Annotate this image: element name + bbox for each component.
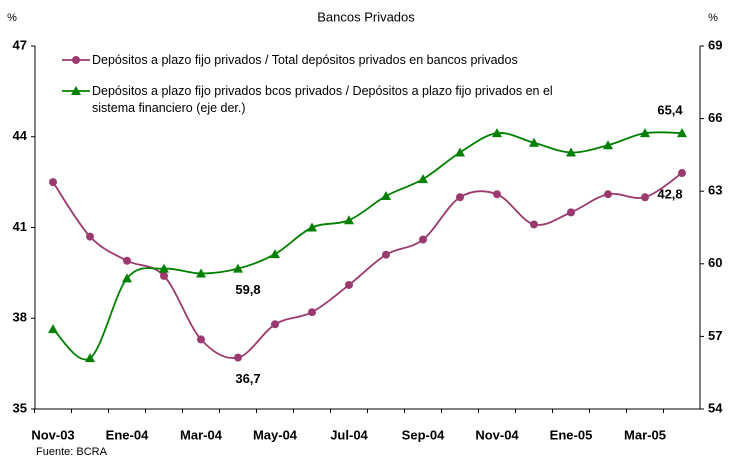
- marker: [640, 128, 650, 138]
- x-tick-label: May-04: [253, 427, 298, 442]
- y-tick-label: 47: [13, 37, 27, 52]
- subtitle: Bancos Privados: [317, 9, 415, 24]
- legend-item: Depósitos a plazo fijo privados / Total …: [62, 52, 582, 69]
- y2-axis-label: %: [708, 12, 718, 24]
- x-tick-label: Ene-05: [550, 427, 593, 442]
- marker: [566, 147, 576, 157]
- marker: [123, 256, 131, 265]
- x-tick-label: Nov-04: [475, 427, 519, 442]
- marker: [196, 268, 206, 278]
- x-tick-label: Nov-03: [31, 427, 74, 442]
- marker: [234, 353, 242, 362]
- marker: [603, 140, 613, 150]
- marker: [159, 263, 169, 273]
- data-label: 59,8: [235, 282, 260, 297]
- y-tick-label: 35: [13, 400, 27, 415]
- x-tick-label: Jul-04: [330, 427, 368, 442]
- legend-swatch: [62, 56, 90, 64]
- marker: [85, 353, 95, 363]
- x-tick-label: Ene-04: [106, 427, 149, 442]
- marker: [382, 250, 390, 259]
- marker: [678, 169, 686, 178]
- marker: [308, 308, 316, 317]
- legend-label: Depósitos a plazo fijo privados bcos pri…: [92, 84, 553, 115]
- marker: [456, 193, 464, 202]
- y2-tick-label: 60: [708, 255, 722, 270]
- marker: [418, 174, 428, 184]
- y-axis-label: %: [7, 12, 17, 24]
- marker: [122, 273, 132, 283]
- marker: [529, 137, 539, 147]
- marker: [641, 193, 649, 202]
- x-tick-label: Mar-05: [624, 427, 666, 442]
- source-note: Fuente: BCRA: [36, 446, 108, 458]
- marker: [567, 208, 575, 217]
- y2-tick-label: 63: [708, 183, 722, 198]
- data-label: 36,7: [235, 371, 260, 386]
- marker: [197, 335, 205, 344]
- marker: [530, 220, 538, 229]
- y-tick-label: 44: [13, 128, 28, 143]
- legend-item: Depósitos a plazo fijo privados bcos pri…: [62, 83, 582, 117]
- x-tick-label: Sep-04: [402, 427, 445, 442]
- legend-marker: [71, 86, 81, 95]
- marker: [48, 324, 58, 334]
- marker: [345, 280, 353, 289]
- marker: [307, 222, 317, 232]
- data-label: 42,8: [657, 186, 682, 201]
- legend-marker: [72, 56, 80, 64]
- legend-swatch: [62, 86, 90, 95]
- legend: Depósitos a plazo fijo privados / Total …: [62, 52, 582, 131]
- y-tick-label: 38: [13, 310, 27, 325]
- marker: [419, 235, 427, 244]
- marker: [455, 147, 465, 157]
- marker: [233, 263, 243, 273]
- marker: [677, 128, 687, 138]
- y-tick-label: 41: [13, 219, 27, 234]
- data-label: 65,4: [657, 103, 683, 118]
- marker: [492, 128, 502, 138]
- marker: [86, 232, 94, 241]
- marker: [49, 178, 57, 187]
- legend-label: Depósitos a plazo fijo privados / Total …: [92, 53, 518, 67]
- y2-tick-label: 69: [708, 37, 722, 52]
- y2-tick-label: 66: [708, 110, 722, 125]
- y2-tick-label: 54: [708, 400, 723, 415]
- x-tick-label: Mar-04: [180, 427, 223, 442]
- y2-tick-label: 57: [708, 328, 722, 343]
- series-line: [52, 172, 683, 359]
- marker: [604, 190, 612, 199]
- marker: [344, 215, 354, 225]
- marker: [271, 320, 279, 329]
- marker: [493, 190, 501, 199]
- marker: [381, 191, 391, 201]
- marker: [270, 249, 280, 259]
- series-line: [52, 131, 683, 361]
- marker: [160, 271, 168, 280]
